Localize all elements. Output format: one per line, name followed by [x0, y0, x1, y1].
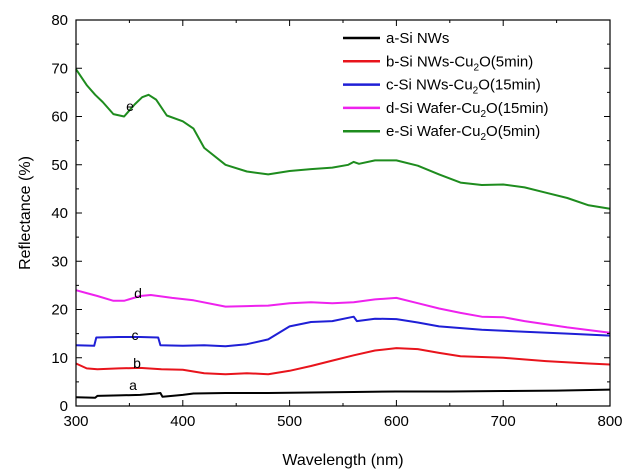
curve-label-c: c: [132, 327, 139, 343]
y-tick-label: 80: [51, 12, 68, 29]
legend-text-rest: O(15min): [486, 100, 549, 117]
x-tick-label: 500: [277, 413, 302, 430]
legend-text-main: e-Si Wafer-Cu: [386, 123, 480, 140]
legend-text-rest: O(5min): [486, 123, 540, 140]
legend-entry-c: c-Si NWs-Cu2O(15min): [386, 77, 541, 97]
x-axis-title: Wavelength (nm): [282, 452, 403, 469]
curve-label-e: e: [126, 98, 134, 114]
y-tick-label: 30: [51, 253, 68, 270]
y-tick-label: 0: [60, 398, 68, 415]
y-tick-label: 10: [51, 350, 68, 367]
y-axis-title: Reflectance (%): [17, 156, 34, 270]
x-tick-label: 800: [597, 413, 622, 430]
legend-text-subscript: 2: [473, 86, 479, 97]
y-tick-label: 40: [51, 205, 68, 222]
curve-label-d: d: [134, 285, 142, 301]
x-tick-label: 600: [384, 413, 409, 430]
legend-entry-b: b-Si NWs-Cu2O(5min): [386, 53, 533, 73]
legend-text-main: a-Si NWs: [386, 30, 449, 47]
y-tick-label: 60: [51, 109, 68, 126]
legend-text-rest: O(5min): [479, 53, 533, 70]
legend-text-subscript: 2: [480, 132, 486, 143]
data-curves: [75, 68, 611, 399]
legend-entry-a: a-Si NWs: [386, 30, 449, 47]
curve-label-b: b: [133, 355, 141, 371]
y-tick-label: 50: [51, 157, 68, 174]
curve-label-a: a: [129, 377, 137, 393]
legend-text-subscript: 2: [480, 109, 486, 120]
series-line-a: [75, 388, 611, 399]
axis-ticks: 300 400 500 600 700 800 0 10 20 30 40 50 60 70 80: [51, 12, 622, 430]
legend-text-rest: O(15min): [478, 77, 541, 94]
x-tick-label: 300: [63, 413, 88, 430]
x-tick-label: 400: [170, 413, 195, 430]
legend-entry-e: e-Si Wafer-Cu2O(5min): [386, 123, 540, 143]
legend-entry-d: d-Si Wafer-Cu2O(15min): [386, 100, 549, 120]
y-tick-label: 20: [51, 302, 68, 319]
x-tick-label: 700: [491, 413, 516, 430]
curve-labels: abc d e: [126, 98, 142, 393]
y-tick-label: 70: [51, 60, 68, 77]
series-line-c: [75, 315, 611, 348]
series-line-b: [75, 347, 611, 376]
legend-text-main: c-Si NWs-Cu: [386, 77, 473, 94]
series-line-d: [75, 289, 611, 334]
series-line-e: [75, 68, 611, 210]
legend-text-main: d-Si Wafer-Cu: [386, 100, 480, 117]
legend-text-subscript: 2: [474, 62, 480, 73]
legend-text-main: b-Si NWs-Cu: [386, 53, 474, 70]
